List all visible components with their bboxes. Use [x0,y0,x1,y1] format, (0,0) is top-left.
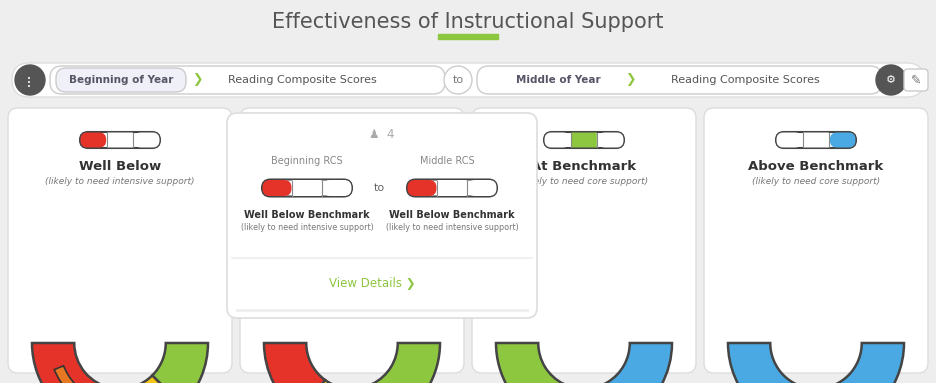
FancyBboxPatch shape [571,133,597,147]
Wedge shape [496,343,563,383]
FancyBboxPatch shape [477,66,882,94]
FancyBboxPatch shape [407,180,436,196]
FancyBboxPatch shape [437,180,466,196]
Text: Middle of Year: Middle of Year [516,75,600,85]
FancyBboxPatch shape [107,133,133,147]
Text: Well Below: Well Below [311,159,393,172]
FancyBboxPatch shape [134,133,159,147]
Text: (likely to need intensive support): (likely to need intensive support) [277,177,427,187]
Text: (likely to need core support): (likely to need core support) [519,177,648,187]
FancyBboxPatch shape [56,68,186,92]
FancyBboxPatch shape [598,133,623,147]
FancyBboxPatch shape [323,180,352,196]
Text: ❯: ❯ [192,74,202,87]
FancyBboxPatch shape [776,132,856,148]
Text: (likely to need intensive support): (likely to need intensive support) [386,224,519,232]
FancyBboxPatch shape [704,108,928,373]
FancyBboxPatch shape [467,180,496,196]
Circle shape [15,65,45,95]
Text: ❯: ❯ [624,74,636,87]
Text: •••: ••• [27,74,33,86]
FancyBboxPatch shape [262,180,352,196]
Text: Well Below: Well Below [79,159,161,172]
Wedge shape [32,343,113,383]
Text: Well Below Benchmark: Well Below Benchmark [389,210,515,220]
FancyBboxPatch shape [313,133,338,147]
FancyBboxPatch shape [262,180,291,196]
Circle shape [876,65,906,95]
Text: (likely to need intensive support): (likely to need intensive support) [45,177,195,187]
FancyBboxPatch shape [293,180,321,196]
Wedge shape [373,343,440,383]
Wedge shape [106,375,183,383]
FancyBboxPatch shape [80,133,106,147]
Text: Above Benchmark: Above Benchmark [749,159,884,172]
FancyBboxPatch shape [12,63,924,97]
Text: Effectiveness of Instructional Support: Effectiveness of Instructional Support [272,12,664,32]
Wedge shape [728,343,904,383]
FancyBboxPatch shape [803,133,829,147]
FancyBboxPatch shape [50,66,445,94]
FancyBboxPatch shape [240,108,464,373]
FancyBboxPatch shape [227,113,537,318]
Text: Reading Composite Scores: Reading Composite Scores [670,75,819,85]
Text: Beginning of Year: Beginning of Year [69,75,173,85]
Wedge shape [54,366,75,383]
FancyBboxPatch shape [339,133,365,147]
FancyBboxPatch shape [777,133,802,147]
FancyBboxPatch shape [545,133,570,147]
FancyBboxPatch shape [366,133,391,147]
Bar [438,34,498,39]
Wedge shape [544,343,672,383]
FancyBboxPatch shape [472,108,696,373]
Text: Well Below Benchmark: Well Below Benchmark [244,210,370,220]
FancyBboxPatch shape [904,69,928,91]
Text: Beginning RCS: Beginning RCS [271,156,343,166]
FancyBboxPatch shape [312,132,392,148]
Text: Reading Composite Scores: Reading Composite Scores [227,75,376,85]
Wedge shape [300,380,392,383]
FancyBboxPatch shape [80,132,160,148]
Text: View Details ❯: View Details ❯ [329,277,416,290]
Text: ✎: ✎ [911,74,921,87]
Text: to: to [452,75,463,85]
FancyBboxPatch shape [544,132,624,148]
Text: (likely to need intensive support): (likely to need intensive support) [241,224,373,232]
Wedge shape [264,343,325,383]
Text: ⚙: ⚙ [886,75,896,85]
FancyBboxPatch shape [407,180,497,196]
Text: to: to [373,183,385,193]
FancyBboxPatch shape [830,133,856,147]
Circle shape [444,66,472,94]
Text: Middle RCS: Middle RCS [419,156,475,166]
FancyBboxPatch shape [8,108,232,373]
Text: (likely to need core support): (likely to need core support) [752,177,880,187]
Text: At Benchmark: At Benchmark [532,159,636,172]
Text: ♟  4: ♟ 4 [369,129,395,141]
Wedge shape [153,343,208,383]
